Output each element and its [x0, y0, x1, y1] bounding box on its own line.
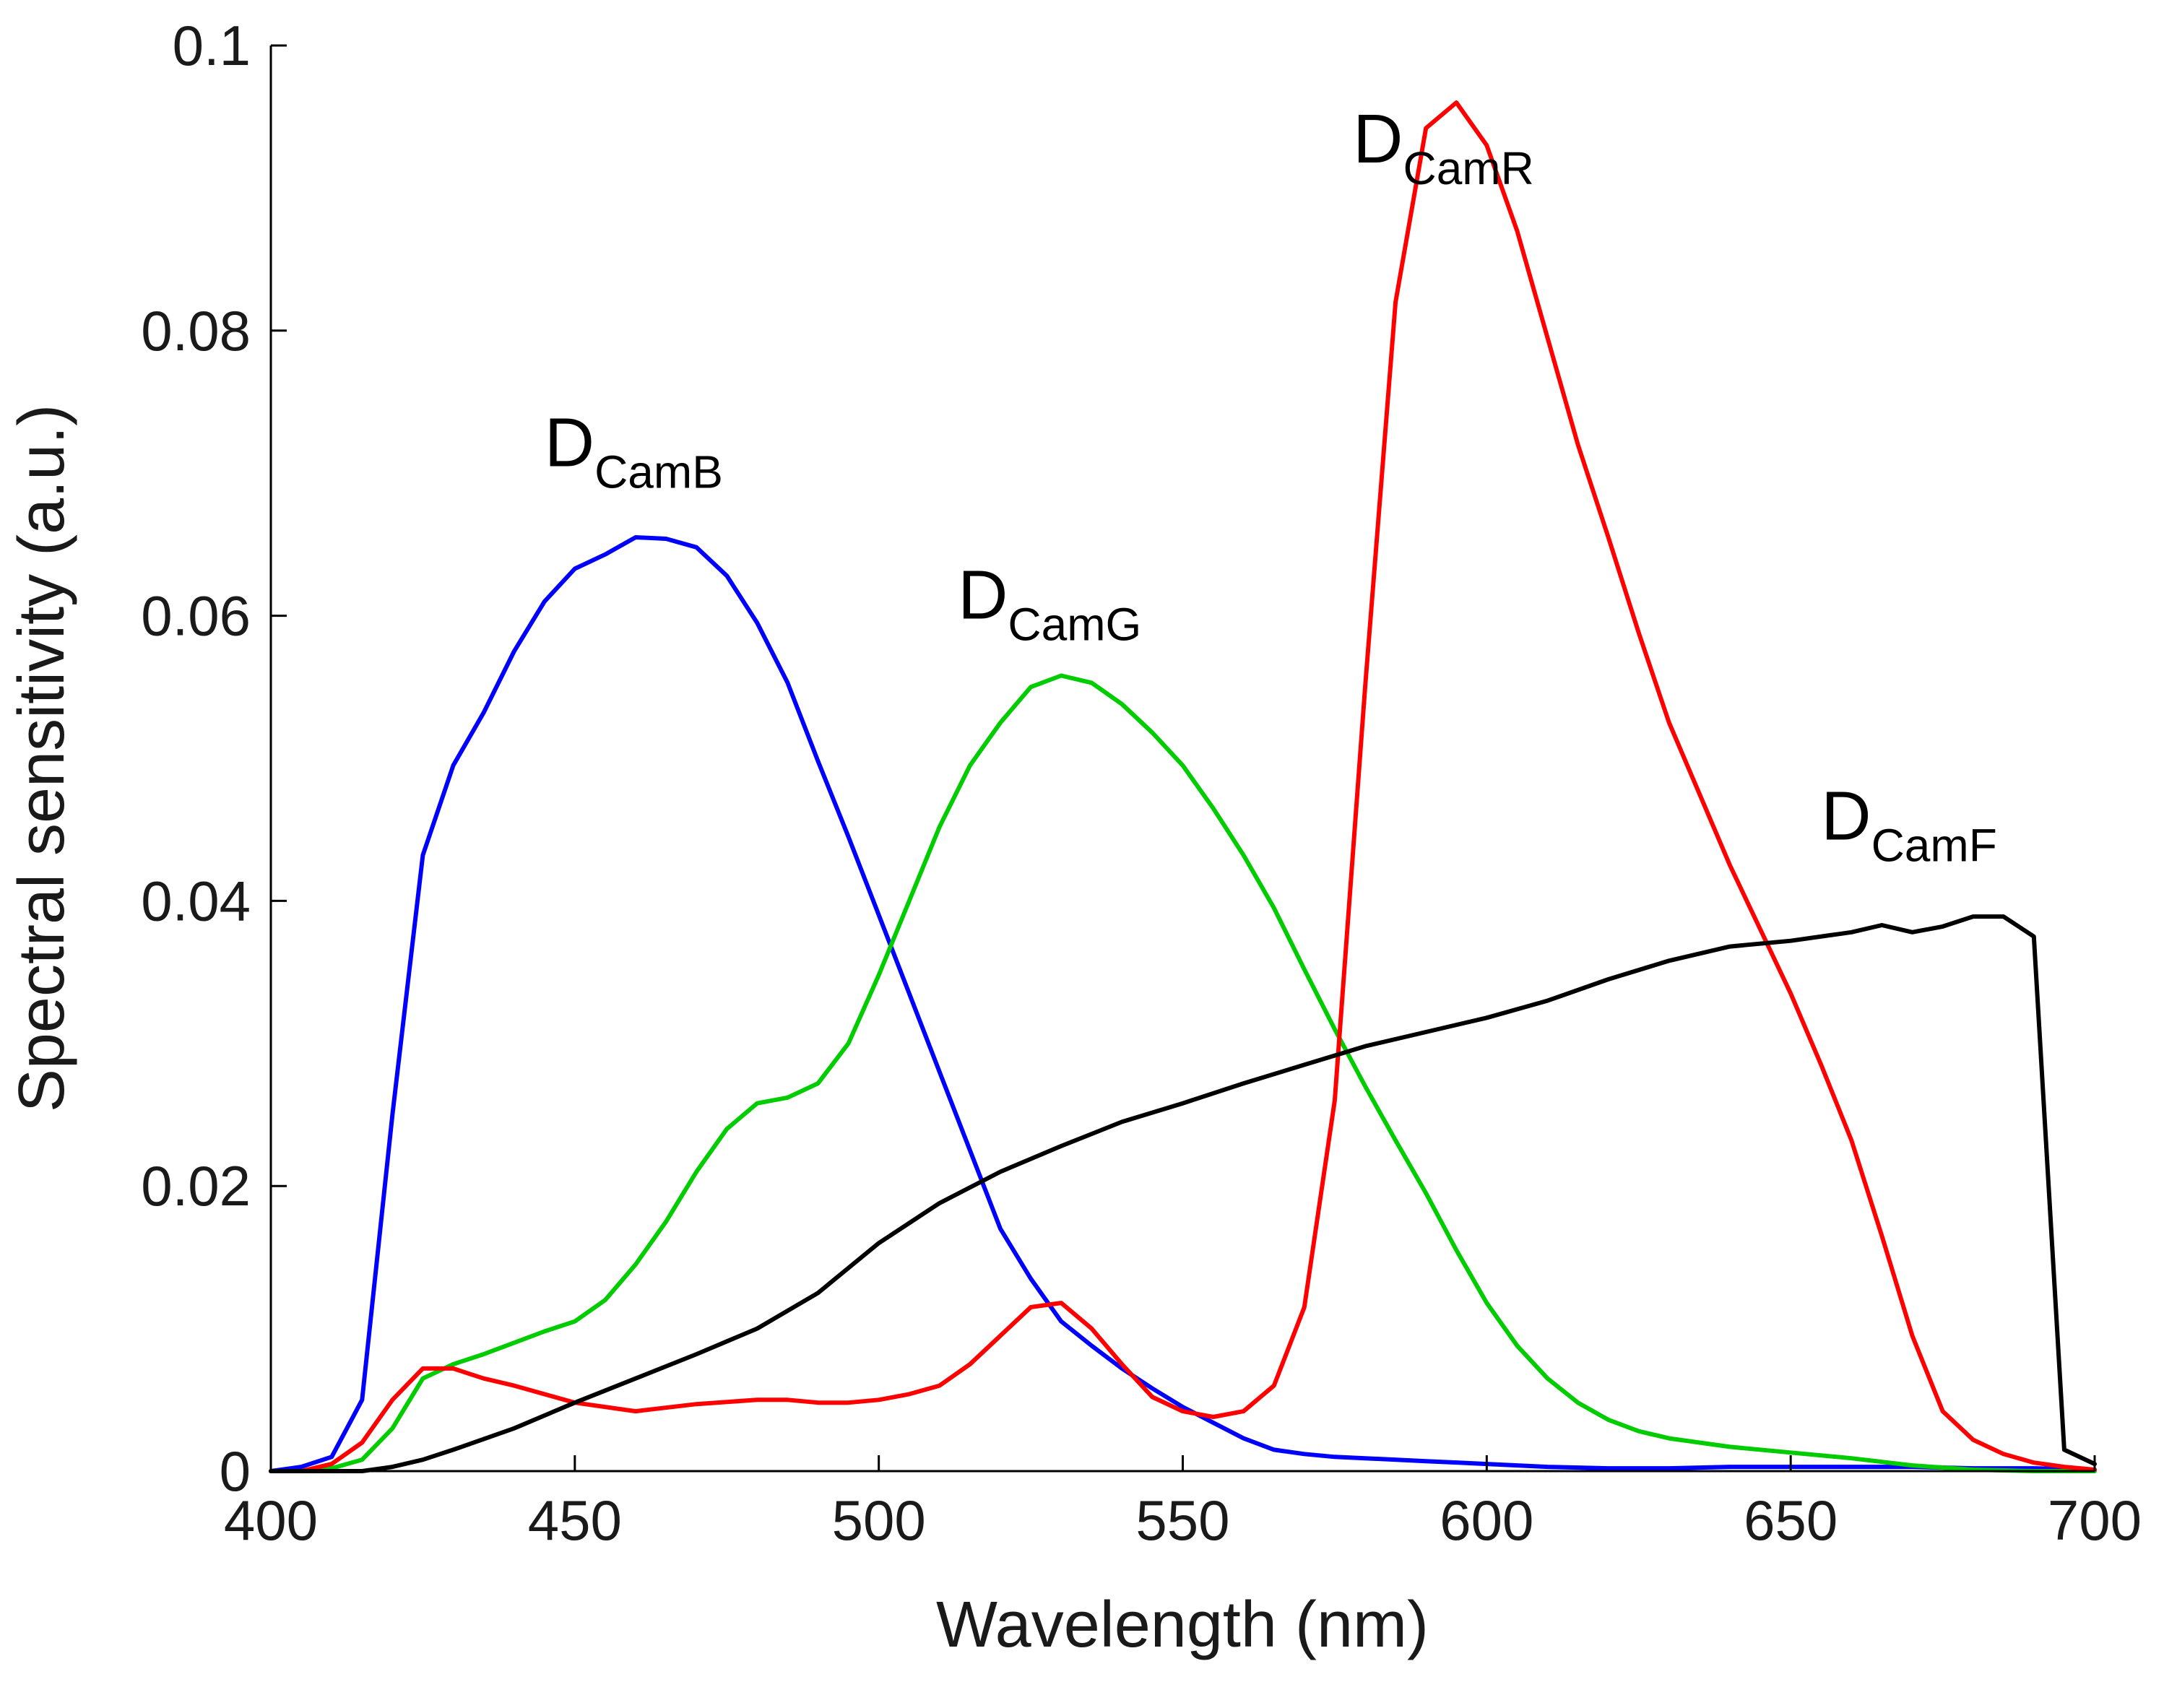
tick-group: 400 450 500 550 600 650 700 0 0.02 0.04 0.06 0.08 0.… — [141, 14, 2142, 1552]
series-line-camb — [269, 535, 2097, 1473]
series-label-camb: DCamB — [545, 404, 723, 498]
y-tick-label: 0 — [220, 1439, 251, 1503]
y-axis-title: Spectral sensitivity (a.u.) — [6, 404, 78, 1112]
y-tick-label: 0.06 — [141, 584, 251, 648]
x-axis-title: Wavelength (nm) — [936, 1589, 1429, 1661]
series-line-camr — [269, 100, 2097, 1473]
series-label-camr: DCamR — [1353, 100, 1534, 194]
y-tick-label: 0.08 — [141, 299, 251, 363]
x-tick-label: 550 — [1135, 1488, 1229, 1552]
series-line-camg — [269, 673, 2097, 1473]
series-label-group: DCamB DCamG DCamR DCamF — [545, 100, 1997, 872]
x-tick-label: 650 — [1744, 1488, 1838, 1552]
y-tick-label: 0.1 — [173, 14, 251, 77]
x-tick-label: 500 — [832, 1488, 926, 1552]
x-tick-label: 600 — [1440, 1488, 1533, 1552]
y-tick-label: 0.02 — [141, 1154, 251, 1218]
plot-axes — [269, 45, 2095, 1473]
plot-curves — [269, 100, 2097, 1473]
x-tick-label: 700 — [2048, 1488, 2142, 1552]
x-tick-label: 400 — [224, 1488, 318, 1552]
y-tick-label: 0.04 — [141, 869, 251, 932]
series-line-camf — [269, 914, 2097, 1473]
series-label-camf: DCamF — [1821, 778, 1997, 872]
series-label-camg: DCamG — [958, 557, 1141, 651]
x-tick-label: 450 — [528, 1488, 622, 1552]
